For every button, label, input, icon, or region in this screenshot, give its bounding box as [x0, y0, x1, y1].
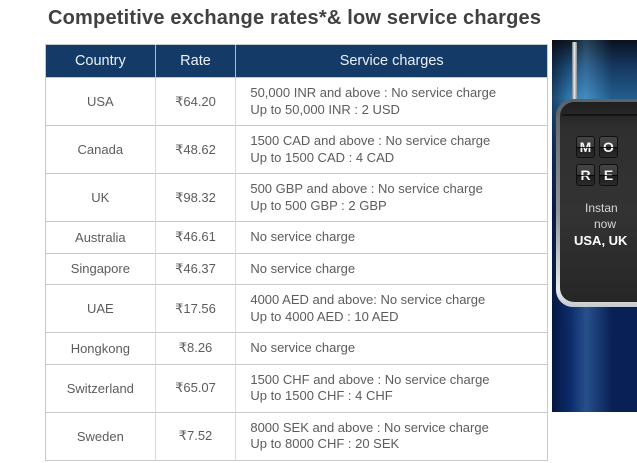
country-cell: Australia	[45, 221, 156, 253]
banner-line: Instan	[585, 201, 618, 215]
country-cell: Hongkong	[45, 332, 156, 364]
rate-cell: ₹98.32	[154, 173, 236, 222]
column-header-country: Country	[45, 44, 156, 78]
table-row: Sweden ₹7.52 8000 SEK and above : No ser…	[45, 411, 548, 460]
charge-line: No service charge	[250, 340, 356, 355]
country-cell: Canada	[45, 125, 156, 174]
charges-cell: 500 GBP and above : No service charge Up …	[235, 173, 548, 222]
table-row: USA ₹64.20 50,000 INR and above : No ser…	[45, 77, 548, 126]
table-row: Singapore ₹46.37 No service charge	[45, 252, 548, 285]
exchange-rates-table-container: Country Rate Service charges USA ₹64.20 …	[45, 44, 548, 461]
charge-line: No service charge	[250, 260, 356, 276]
banner-line: now	[594, 217, 617, 231]
flip-tile: M	[576, 136, 595, 158]
column-header-service-charges: Service charges	[235, 44, 548, 78]
rate-cell: ₹17.56	[154, 284, 236, 333]
rate-cell: ₹46.37	[154, 252, 236, 285]
charge-line: 50,000 INR and above : No service charge	[250, 85, 497, 100]
charges-cell: 1500 CHF and above : No service charge Up…	[235, 363, 548, 412]
charges-cell: 4000 AED and above: No service charge Up …	[235, 284, 548, 333]
flipboard-device-graphic	[560, 102, 637, 302]
country-cell: UK	[45, 173, 156, 222]
device-top-band	[562, 114, 637, 116]
country-cell: Sweden	[45, 411, 156, 460]
charge-line: 1500 CAD and above : No service charge	[250, 133, 491, 148]
table-row: Canada ₹48.62 1500 CAD and above : No se…	[45, 125, 548, 174]
rate-cell: ₹64.20	[154, 77, 236, 126]
charge-line: Up to 50,000 INR : 2 USD	[250, 101, 400, 117]
flip-tile: O	[599, 136, 618, 158]
rate-cell: ₹8.26	[154, 332, 236, 364]
country-cell: USA	[45, 77, 156, 126]
charges-cell: 50,000 INR and above : No service charge…	[235, 77, 548, 126]
exchange-rates-table: Country Rate Service charges USA ₹64.20 …	[45, 44, 548, 461]
charge-line: Up to 1500 CAD : 4 CAD	[250, 149, 395, 165]
charges-cell: 1500 CAD and above : No service charge Up…	[235, 125, 548, 174]
charge-line: Up to 4000 AED : 10 AED	[250, 308, 399, 324]
charge-line: Up to 8000 CHF : 20 SEK	[250, 436, 400, 451]
table-row: UK ₹98.32 500 GBP and above : No service…	[45, 173, 548, 222]
rate-cell: ₹46.61	[154, 221, 236, 253]
rates-table-body: USA ₹64.20 50,000 INR and above : No ser…	[45, 77, 548, 460]
page-title: Competitive exchange rates*& low service…	[48, 7, 542, 29]
antenna-graphic	[572, 42, 577, 106]
charges-cell: No service charge	[235, 252, 548, 285]
charges-cell: 8000 SEK and above : No service charge Up…	[235, 411, 548, 460]
banner-line: USA, UK	[574, 233, 628, 248]
charges-cell: No service charge	[235, 332, 548, 364]
flip-tile: E	[599, 164, 618, 186]
banner-text: Instan now USA, UK	[552, 200, 637, 250]
flip-tile: R	[576, 164, 595, 186]
charge-line: 8000 SEK and above : No service charge	[250, 419, 489, 435]
table-row: UAE ₹17.56 4000 AED and above: No servic…	[45, 284, 548, 333]
table-header-row: Country Rate Service charges	[45, 44, 548, 78]
charge-line: 1500 CHF and above : No service charge	[250, 371, 490, 387]
rate-cell: ₹65.07	[154, 363, 236, 412]
table-row: Australia ₹46.61 No service charge	[45, 221, 548, 253]
charge-line: 500 GBP and above : No service charge	[250, 181, 483, 196]
charge-line: Up to 500 GBP : 2 GBP	[250, 197, 387, 213]
rate-cell: ₹7.52	[154, 411, 236, 460]
column-header-rate: Rate	[154, 44, 236, 78]
country-cell: Singapore	[45, 252, 156, 285]
country-cell: UAE	[45, 284, 156, 333]
charges-cell: No service charge	[235, 221, 548, 253]
charge-line: Up to 1500 CHF : 4 CHF	[250, 388, 393, 403]
country-cell: Switzerland	[45, 363, 156, 412]
rate-cell: ₹48.62	[154, 125, 236, 174]
charge-line: No service charge	[250, 229, 356, 244]
table-row: Switzerland ₹65.07 1500 CHF and above : …	[45, 363, 548, 412]
charge-line: 4000 AED and above: No service charge	[250, 292, 486, 307]
table-row: Hongkong ₹8.26 No service charge	[45, 332, 548, 364]
